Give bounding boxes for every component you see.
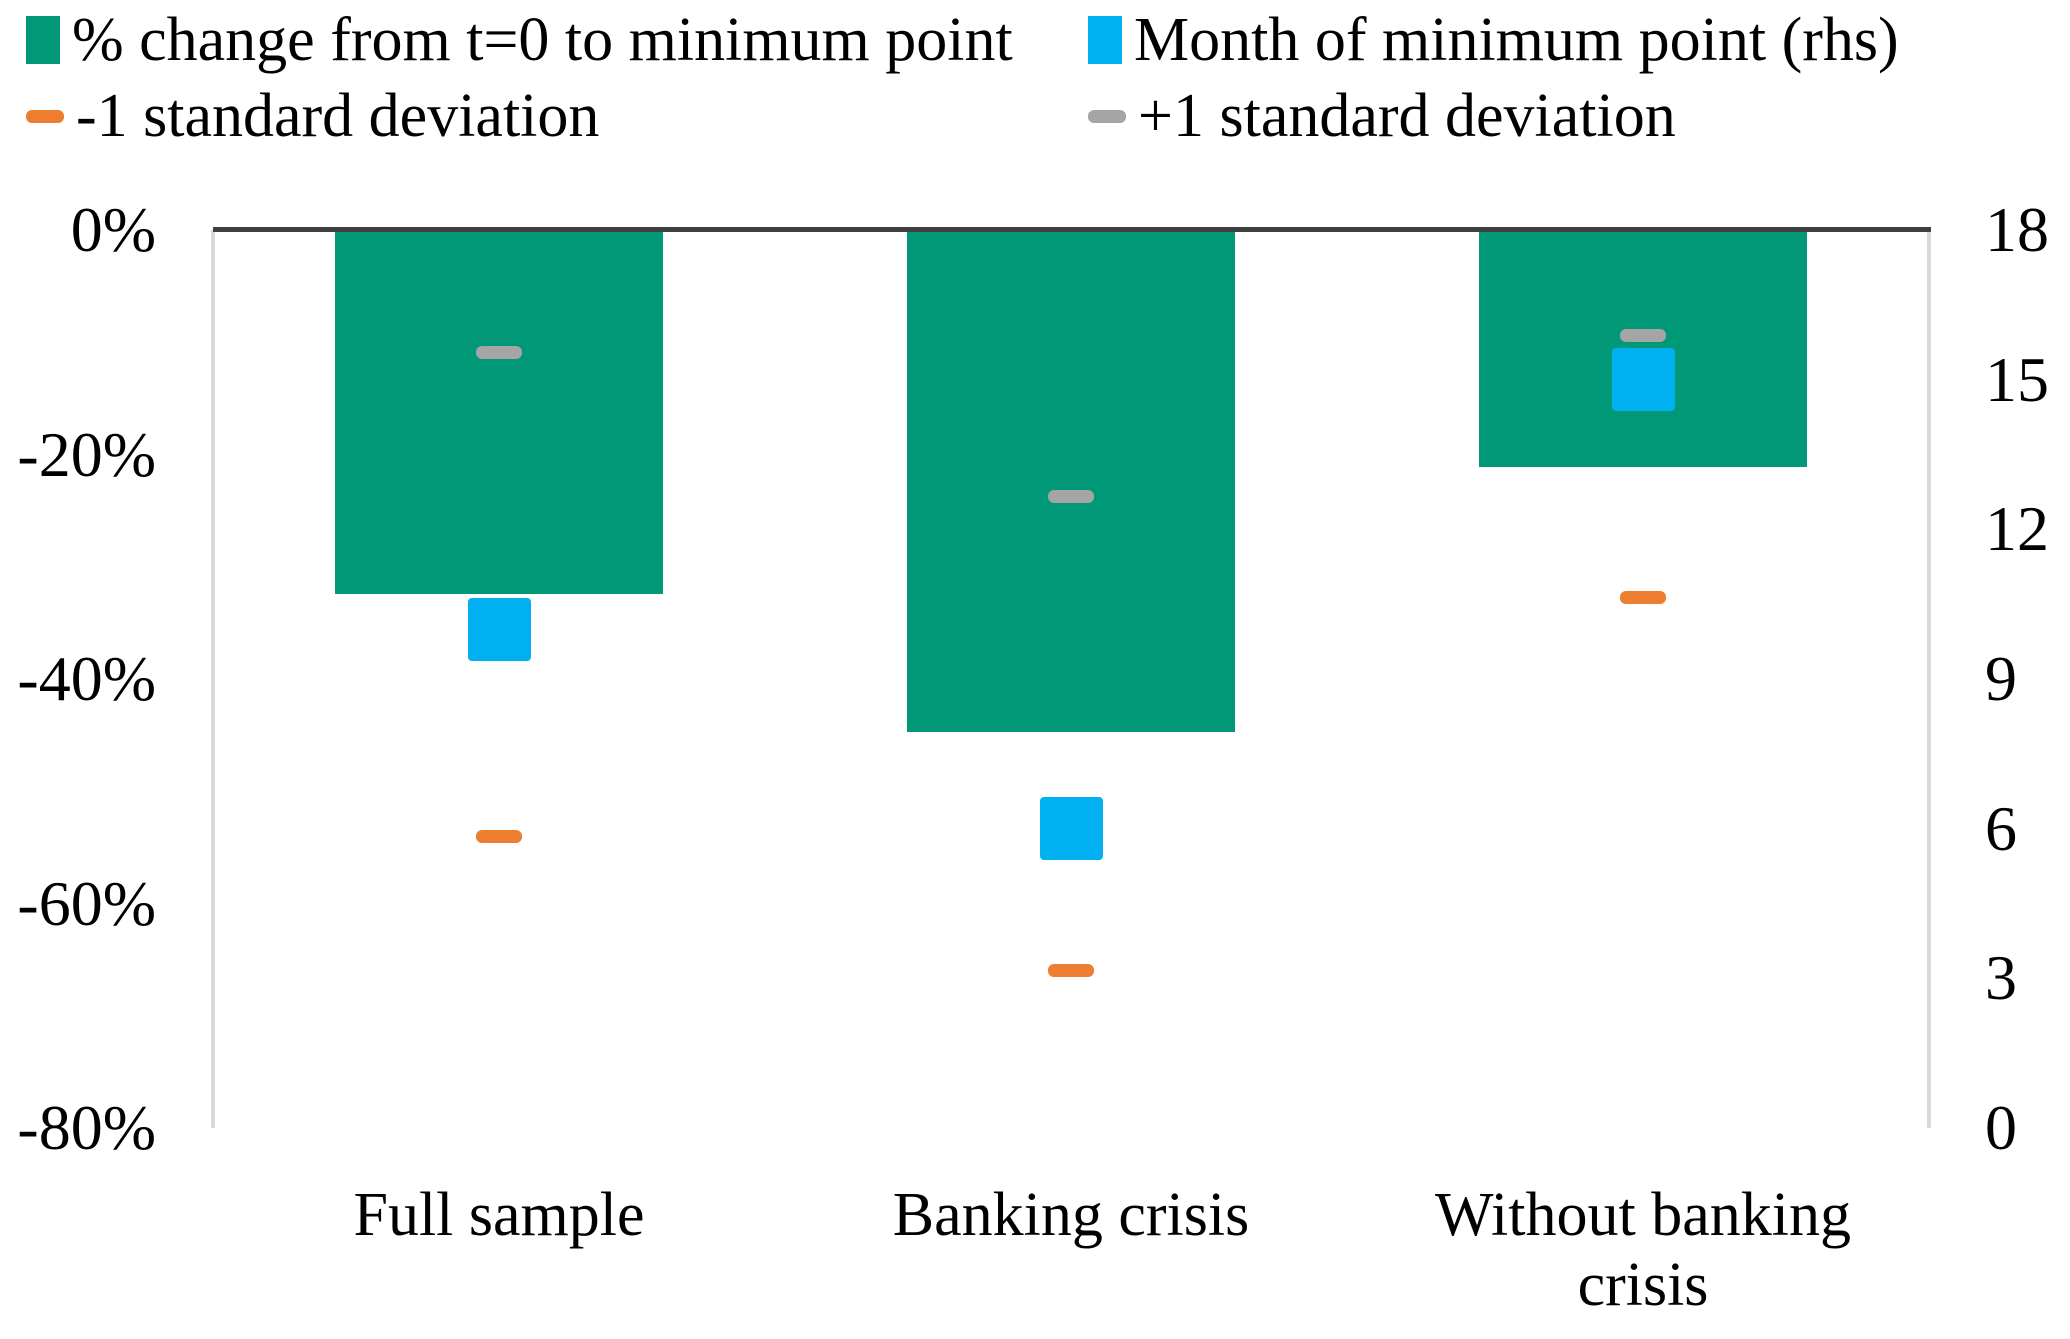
legend-item-pct-change: % change from t=0 to minimum point — [26, 4, 1013, 76]
legend-label: -1 standard deviation — [76, 82, 600, 150]
legend-item-plus-sd: +1 standard deviation — [1088, 80, 1676, 152]
legend-item-minus-sd: -1 standard deviation — [26, 80, 599, 152]
left-axis-tick: 0% — [70, 194, 156, 265]
legend-label: Month of minimum point (rhs) — [1134, 6, 1899, 74]
left-axis-tick: -20% — [17, 418, 156, 490]
month-of-minimum-square — [1039, 797, 1103, 861]
top-axis-line — [213, 227, 1931, 232]
green-square-icon — [26, 16, 60, 64]
left-axis-line — [211, 230, 215, 1128]
legend-label: +1 standard deviation — [1138, 82, 1676, 150]
pct-change-bar — [335, 230, 663, 594]
right-axis-tick: 18 — [1985, 194, 2049, 265]
left-axis-tick: -80% — [17, 1092, 156, 1163]
pct-change-bar — [907, 230, 1235, 732]
minus-sd-dash — [1620, 590, 1666, 604]
minus-sd-dash — [1048, 964, 1094, 978]
plus-sd-dash — [1620, 329, 1666, 342]
legend-label: % change from t=0 to minimum point — [72, 6, 1013, 74]
blue-square-icon — [1088, 16, 1122, 64]
plus-sd-dash — [476, 345, 522, 359]
right-axis-tick: 3 — [1985, 942, 2017, 1014]
left-axis-tick: -40% — [17, 643, 156, 714]
right-axis-tick: 15 — [1985, 343, 2049, 415]
left-axis-tick: -60% — [17, 867, 156, 939]
category-label: Full sample — [353, 1181, 645, 1249]
right-axis-tick: 0 — [1985, 1092, 2017, 1163]
right-axis-tick: 6 — [1985, 792, 2017, 864]
right-axis-tick: 9 — [1985, 643, 2017, 714]
minus-sd-dash — [476, 829, 522, 843]
right-axis-tick: 12 — [1985, 493, 2049, 565]
month-of-minimum-square — [1611, 348, 1675, 412]
legend-item-month-min: Month of minimum point (rhs) — [1088, 4, 1899, 76]
category-label: Banking crisis — [892, 1181, 1250, 1249]
plus-sd-dash — [1048, 489, 1094, 503]
right-axis-line — [1927, 230, 1931, 1128]
orange-dash-icon — [26, 109, 64, 123]
month-of-minimum-square — [467, 597, 531, 661]
category-label: Without banking crisis — [1435, 1181, 1851, 1319]
gray-dash-icon — [1088, 109, 1126, 123]
